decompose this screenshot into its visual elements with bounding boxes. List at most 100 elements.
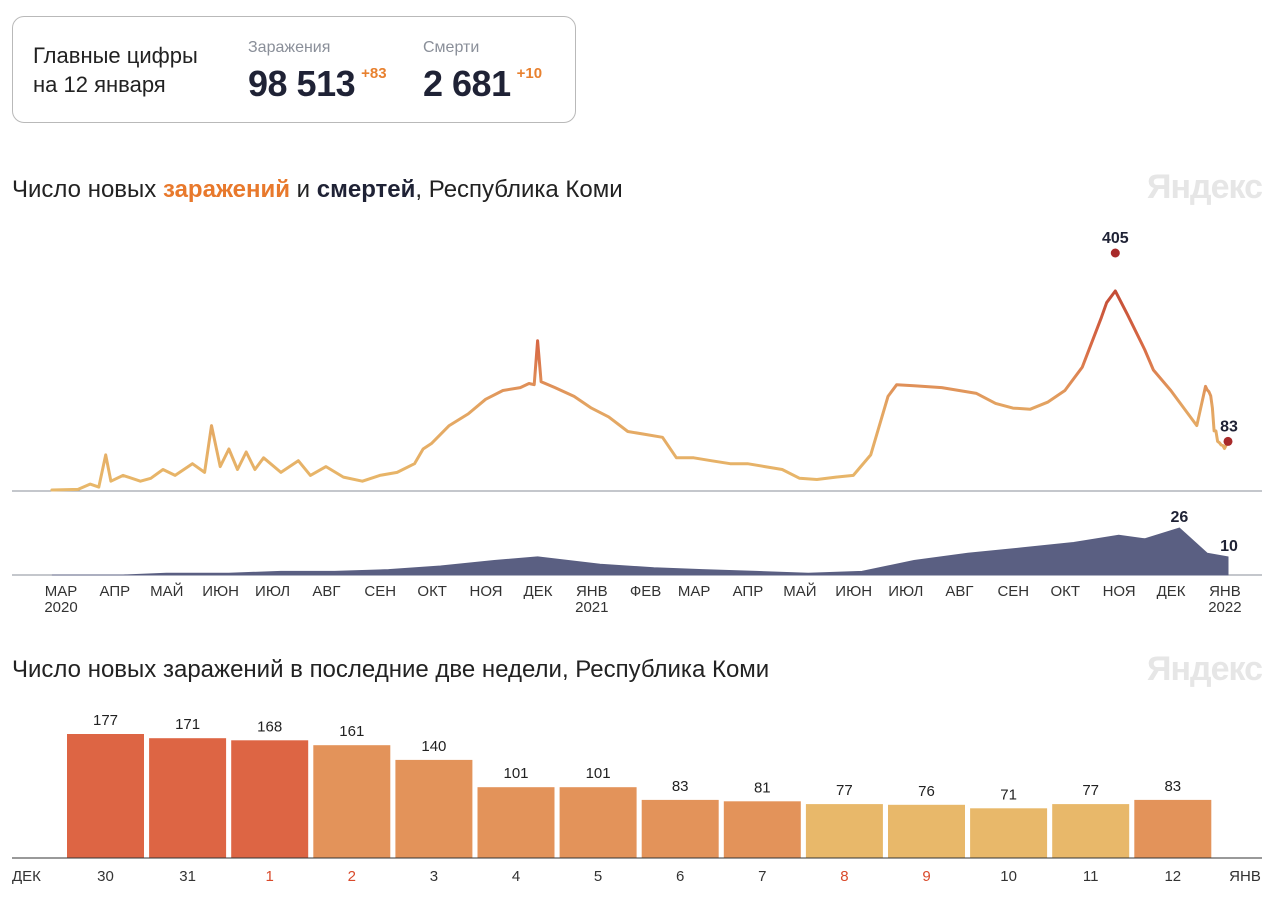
- summary-title: Главные цифры на 12 января: [33, 41, 198, 99]
- bar-category-label: 5: [594, 868, 602, 885]
- bar-category-label: 30: [97, 868, 114, 885]
- infections-peak-dot: [1110, 248, 1120, 258]
- x-tick-label: ИЮЛ: [888, 583, 923, 600]
- summary-title-line2: на 12 января: [33, 72, 166, 97]
- bar: [723, 801, 801, 858]
- bar: [313, 745, 391, 858]
- x-tick-label: МАР: [678, 583, 711, 600]
- bar-axis-end-label: ЯНВ: [1229, 868, 1261, 885]
- bar-value-label: 140: [421, 738, 446, 755]
- x-tick-label: АВГ: [945, 583, 973, 600]
- bar: [1134, 799, 1212, 858]
- x-tick-label: ДЕК: [1157, 583, 1186, 600]
- x-tick-year: 2022: [1208, 599, 1241, 616]
- bar-value-label: 101: [503, 765, 528, 782]
- chart1-title-deaths: смертей: [316, 176, 416, 203]
- x-tick-label: МАЙ: [150, 582, 183, 600]
- x-tick-label: АПР: [99, 583, 130, 600]
- bar-category-label: 4: [512, 868, 520, 885]
- bar: [67, 734, 144, 858]
- x-tick-label: СЕН: [997, 583, 1029, 600]
- x-tick-label: ДЕК: [524, 583, 553, 600]
- bar: [1052, 804, 1130, 858]
- x-tick-label: СЕН: [364, 583, 396, 600]
- bar-value-label: 77: [836, 782, 853, 799]
- bar: [641, 799, 719, 858]
- chart1-title-infections: заражений: [162, 176, 290, 203]
- bar-value-label: 168: [257, 718, 282, 735]
- deaths-label: Смерти: [423, 39, 480, 56]
- bar-axis-start-label: ДЕК: [12, 868, 41, 885]
- deaths-value: 2 681: [423, 63, 511, 104]
- x-tick-label: ИЮН: [202, 583, 239, 600]
- bar: [477, 787, 555, 858]
- infections-label: Заражения: [248, 39, 331, 56]
- infections-delta: +83: [361, 65, 387, 82]
- x-tick-year: 2021: [575, 599, 608, 616]
- chart1-title-part3: и: [290, 176, 317, 203]
- x-tick-label: АВГ: [312, 583, 340, 600]
- bar-value-label: 101: [586, 765, 611, 782]
- bar: [395, 759, 473, 858]
- bar: [888, 804, 965, 858]
- bar-category-label: 7: [758, 868, 766, 885]
- bar-value-label: 177: [93, 712, 118, 729]
- x-tick-label: ОКТ: [1051, 583, 1081, 600]
- x-tick-label: ИЮЛ: [255, 583, 290, 600]
- deaths-delta: +10: [516, 65, 543, 82]
- chart2-title: Число новых заражений в последние две не…: [12, 656, 770, 683]
- x-tick-label: ИЮН: [835, 583, 872, 600]
- bar-value-label: 77: [1082, 782, 1099, 799]
- x-tick-year: 2020: [44, 599, 77, 616]
- bar-value-label: 76: [918, 783, 935, 800]
- infections-series-line: [50, 289, 1230, 492]
- bar: [805, 804, 883, 858]
- bar: [559, 787, 637, 858]
- infections-stat: Заражения 98 513 +83: [248, 39, 387, 105]
- x-tick-label: МАР: [45, 583, 78, 600]
- bar-category-label: 11: [1083, 868, 1099, 885]
- bar: [970, 808, 1048, 858]
- x-tick-label: ЯНВ: [1209, 583, 1241, 600]
- bar-category-label: 8: [840, 868, 848, 885]
- bar-value-label: 161: [339, 723, 364, 740]
- summary-card: Главные цифры на 12 января Заражения 98 …: [12, 16, 576, 123]
- bar-category-label: 9: [922, 868, 930, 885]
- infections-peak-label: 405: [1102, 230, 1129, 247]
- bar: [231, 740, 309, 858]
- bar-category-label: 2: [348, 868, 356, 885]
- x-tick-label: НОЯ: [1103, 583, 1136, 600]
- x-tick-label: ФЕВ: [630, 583, 661, 600]
- bar-value-label: 83: [1164, 778, 1181, 795]
- deaths-peak-label: 26: [1171, 509, 1189, 526]
- summary-title-line1: Главные цифры: [33, 43, 198, 68]
- chart1-title-part1: Число новых: [12, 176, 163, 203]
- x-tick-label: АПР: [733, 583, 764, 600]
- bar-category-label: 6: [676, 868, 684, 885]
- bar-value-label: 71: [1000, 786, 1017, 803]
- bar-value-label: 171: [175, 716, 200, 733]
- brand-logo-top: Яндекс: [1147, 168, 1263, 206]
- brand-logo-bottom: Яндекс: [1147, 650, 1263, 688]
- chart1-title: Число новых заражений и смертей, Республ…: [12, 176, 623, 204]
- bar-category-label: 10: [1000, 868, 1017, 885]
- x-tick-label: МАЙ: [783, 582, 816, 600]
- infections-value: 98 513: [248, 63, 356, 104]
- x-tick-label: ОКТ: [417, 583, 447, 600]
- bar-category-label: 1: [266, 868, 274, 885]
- bar-value-label: 81: [754, 779, 771, 796]
- bar-value-label: 83: [672, 778, 689, 795]
- infections-latest-label: 83: [1220, 418, 1238, 435]
- x-tick-label: ЯНВ: [576, 583, 608, 600]
- infections-latest-dot: [1223, 436, 1233, 446]
- deaths-series-area: [51, 527, 1229, 576]
- bar-category-label: 31: [179, 868, 196, 885]
- bar: [149, 738, 227, 858]
- x-tick-label: НОЯ: [469, 583, 502, 600]
- deaths-latest-label: 10: [1220, 538, 1238, 555]
- chart1-title-part5: , Республика Коми: [415, 176, 623, 203]
- bar-category-label: 3: [430, 868, 438, 885]
- bar-category-label: 12: [1164, 868, 1181, 885]
